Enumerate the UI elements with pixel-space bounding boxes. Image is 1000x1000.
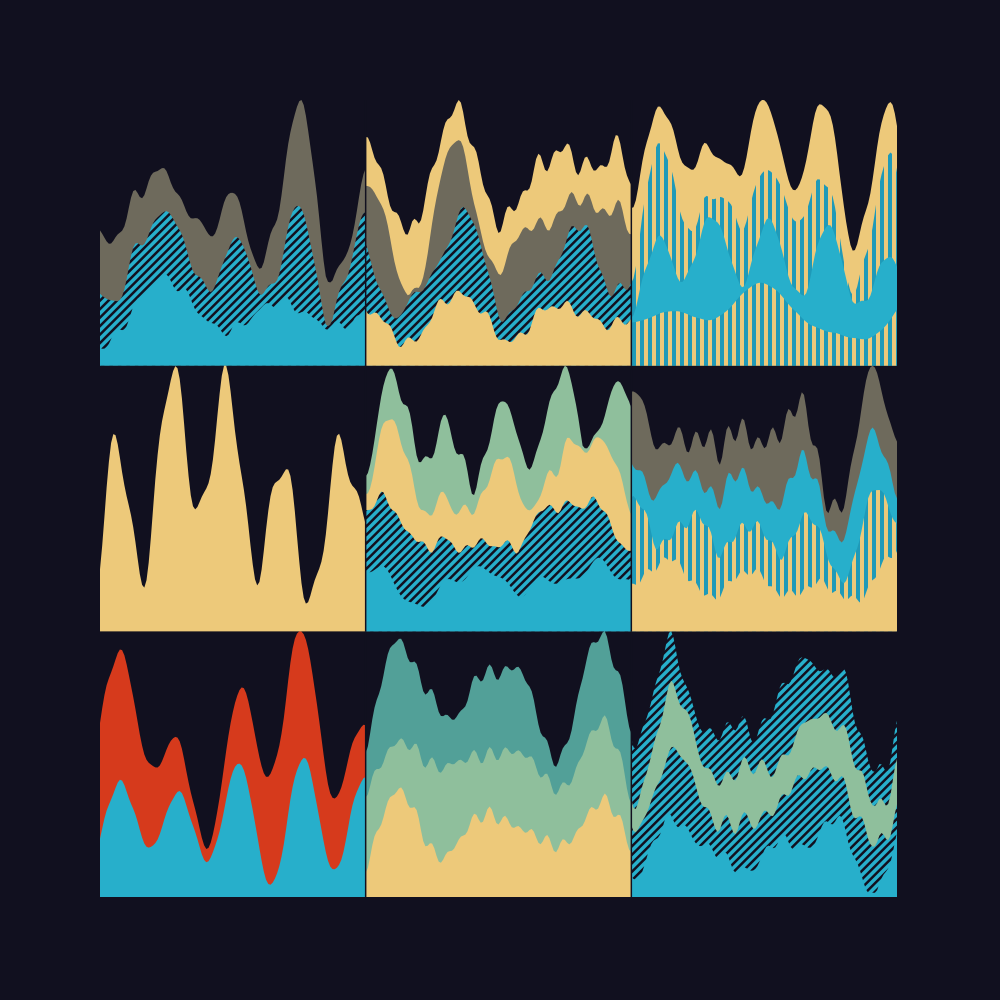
area-layer-blue [100, 757, 366, 897]
area-layer-blue [365, 557, 632, 632]
panel-9 [630, 631, 897, 897]
panel-6 [630, 365, 897, 632]
panel-4 [100, 365, 366, 632]
area-layer-stripes [631, 282, 897, 366]
area-layer-blue [631, 813, 897, 897]
area-layer-yellow [100, 365, 366, 632]
panel-3 [630, 100, 897, 366]
panel-8 [364, 631, 632, 897]
panel-2 [364, 100, 632, 366]
panel-7 [100, 631, 366, 897]
area-layer-blue [100, 274, 366, 366]
area-layer-yellow [365, 290, 632, 366]
area-layer-yellow [631, 550, 897, 632]
panel-1 [100, 100, 366, 366]
panel-5 [364, 365, 632, 632]
area-layer-yellow [365, 787, 632, 897]
